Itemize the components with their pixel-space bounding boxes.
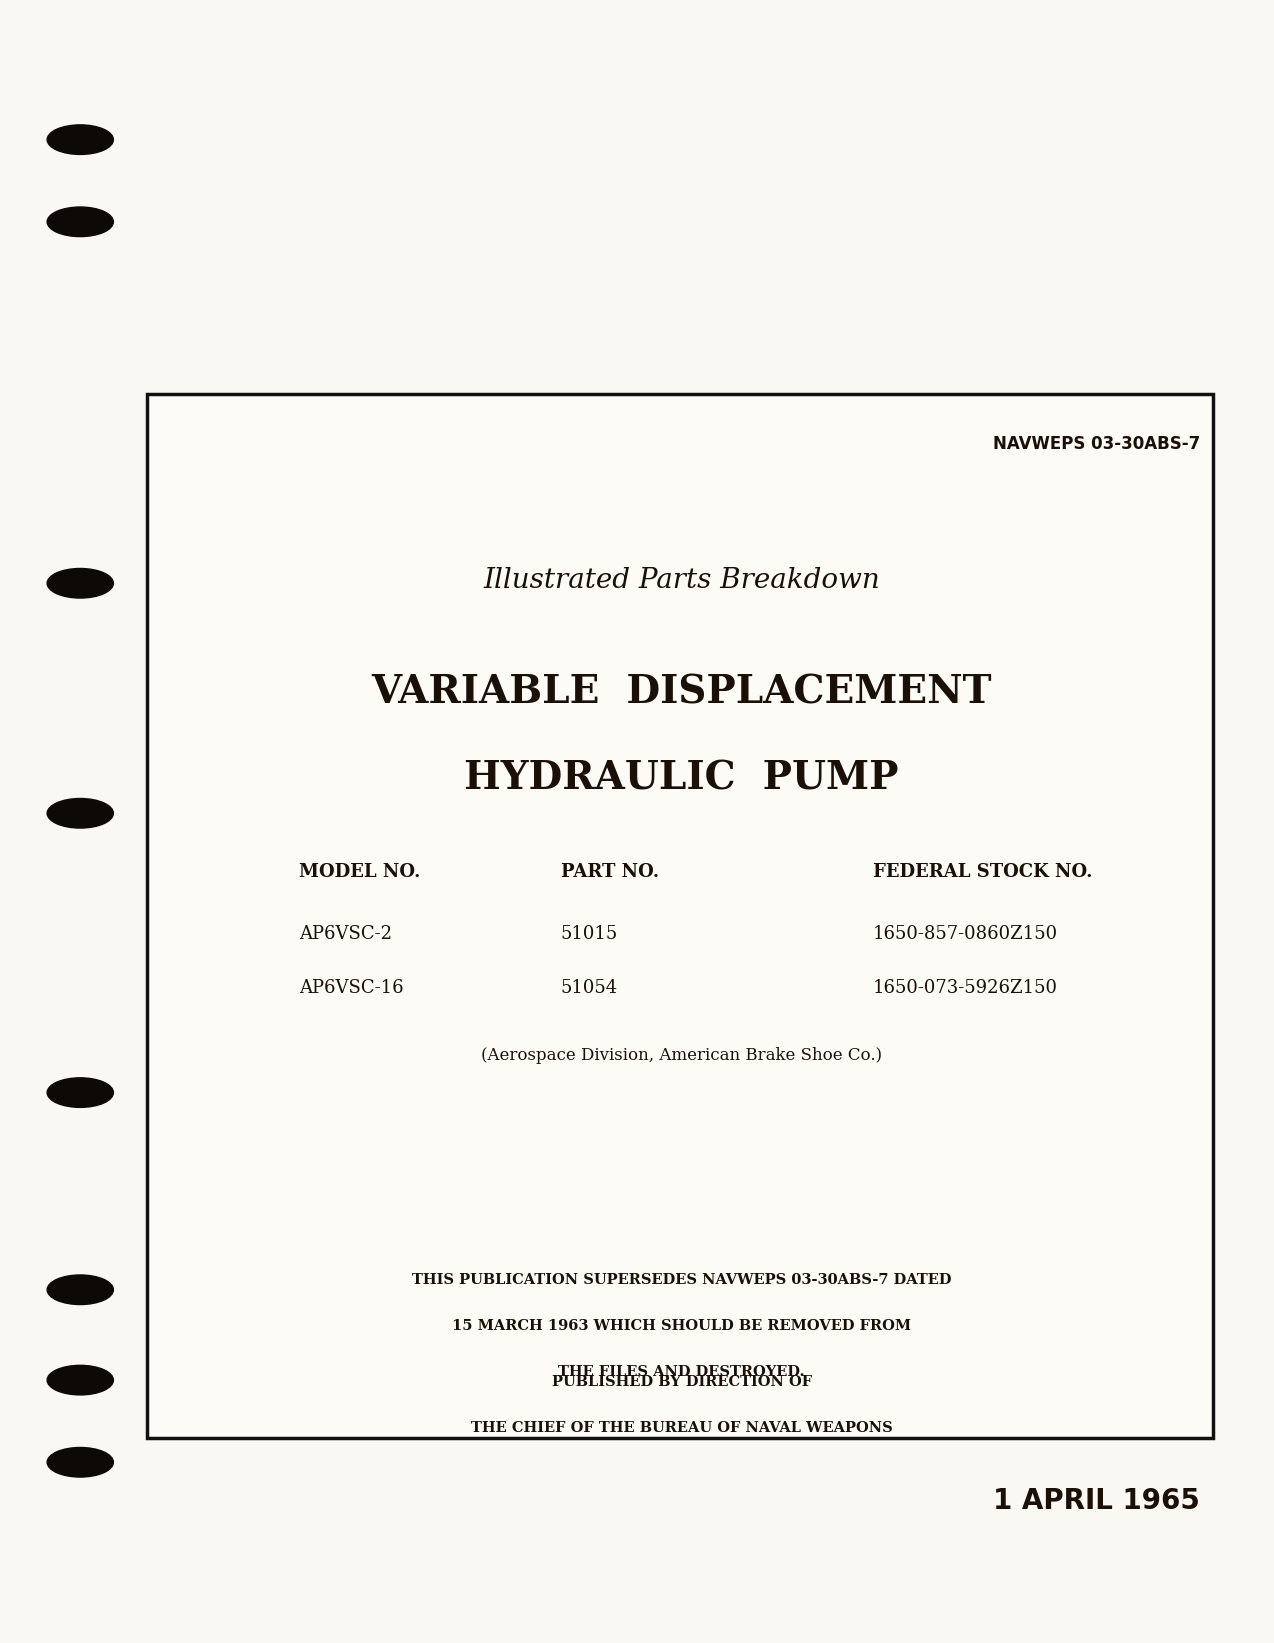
Text: VARIABLE  DISPLACEMENT: VARIABLE DISPLACEMENT xyxy=(371,674,992,711)
Text: PUBLISHED BY DIRECTION OF: PUBLISHED BY DIRECTION OF xyxy=(552,1375,812,1390)
Text: Illustrated Parts Breakdown: Illustrated Parts Breakdown xyxy=(483,567,880,593)
Text: HYDRAULIC  PUMP: HYDRAULIC PUMP xyxy=(464,759,899,797)
Text: MODEL NO.: MODEL NO. xyxy=(299,863,420,881)
Text: FEDERAL STOCK NO.: FEDERAL STOCK NO. xyxy=(873,863,1092,881)
Text: 51054: 51054 xyxy=(561,979,618,997)
Text: 1650-857-0860Z150: 1650-857-0860Z150 xyxy=(873,925,1057,943)
Ellipse shape xyxy=(47,1447,113,1477)
Text: AP6VSC-2: AP6VSC-2 xyxy=(299,925,392,943)
Ellipse shape xyxy=(47,568,113,598)
Text: 1 APRIL 1965: 1 APRIL 1965 xyxy=(994,1487,1200,1515)
Text: THE CHIEF OF THE BUREAU OF NAVAL WEAPONS: THE CHIEF OF THE BUREAU OF NAVAL WEAPONS xyxy=(470,1421,893,1436)
Ellipse shape xyxy=(47,1365,113,1395)
Text: 15 MARCH 1963 WHICH SHOULD BE REMOVED FROM: 15 MARCH 1963 WHICH SHOULD BE REMOVED FR… xyxy=(452,1319,911,1334)
Text: 51015: 51015 xyxy=(561,925,618,943)
Ellipse shape xyxy=(47,1078,113,1107)
Text: (Aerospace Division, American Brake Shoe Co.): (Aerospace Division, American Brake Shoe… xyxy=(482,1047,882,1063)
Ellipse shape xyxy=(47,798,113,828)
Text: THIS PUBLICATION SUPERSEDES NAVWEPS 03-30ABS-7 DATED: THIS PUBLICATION SUPERSEDES NAVWEPS 03-3… xyxy=(412,1273,952,1288)
Ellipse shape xyxy=(47,207,113,237)
Text: AP6VSC-16: AP6VSC-16 xyxy=(299,979,404,997)
Ellipse shape xyxy=(47,125,113,154)
Ellipse shape xyxy=(47,1275,113,1305)
Text: NAVWEPS 03-30ABS-7: NAVWEPS 03-30ABS-7 xyxy=(992,435,1200,453)
Text: THE FILES AND DESTROYED.: THE FILES AND DESTROYED. xyxy=(558,1365,805,1380)
FancyBboxPatch shape xyxy=(147,394,1213,1438)
Text: PART NO.: PART NO. xyxy=(561,863,659,881)
Text: 1650-073-5926Z150: 1650-073-5926Z150 xyxy=(873,979,1057,997)
